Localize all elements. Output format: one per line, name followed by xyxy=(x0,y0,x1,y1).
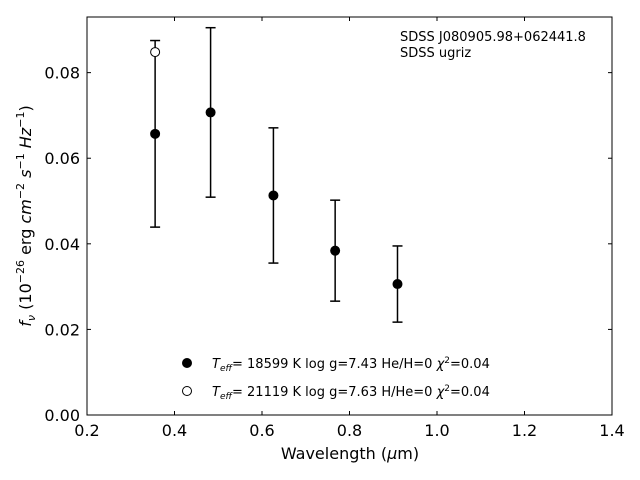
data-point-filled xyxy=(392,279,403,290)
legend-entry-2: Teff= 21119 K log g=7.63 H/He=0 χ2=0.04 xyxy=(212,384,490,402)
x-axis-label: Wavelength (μm) xyxy=(281,444,419,463)
y-axis-label: fν (10−26 erg cm−2 s−1 Hz−1) xyxy=(14,105,38,326)
y-tick-label: 0.02 xyxy=(44,320,80,339)
y-tick-label: 0.06 xyxy=(44,149,80,168)
data-point-open xyxy=(150,47,161,58)
x-tick-label: 0.6 xyxy=(249,421,274,440)
object-annotation: SDSS J080905.98+062441.8 xyxy=(400,30,586,45)
plot-area xyxy=(86,16,613,416)
data-marks xyxy=(150,26,403,323)
x-axis-ticks: 0.2 0.4 0.6 0.8 1.0 1.2 1.4 xyxy=(74,17,625,440)
x-tick-label: 1.2 xyxy=(512,421,537,440)
x-tick-label: 1.0 xyxy=(424,421,449,440)
legend-entry-1: Teff= 18599 K log g=7.43 He/H=0 χ2=0.04 xyxy=(212,356,490,374)
x-tick-label: 1.4 xyxy=(599,421,624,440)
x-tick-label: 0.4 xyxy=(162,421,187,440)
data-point-filled xyxy=(268,190,279,201)
legend-marker-open xyxy=(182,386,192,396)
y-axis-ticks: 0.00 0.02 0.04 0.06 0.08 xyxy=(44,64,612,425)
survey-annotation: SDSS ugriz xyxy=(400,46,471,61)
data-point-filled xyxy=(330,245,341,256)
y-tick-label: 0.00 xyxy=(44,406,80,425)
legend: Teff= 18599 K log g=7.43 He/H=0 χ2=0.04 … xyxy=(182,356,490,402)
data-point-filled xyxy=(205,107,216,118)
x-tick-label: 0.8 xyxy=(337,421,362,440)
y-tick-label: 0.08 xyxy=(44,64,80,83)
data-point-filled xyxy=(150,128,161,139)
y-tick-label: 0.04 xyxy=(44,235,80,254)
legend-marker-filled xyxy=(182,358,192,368)
x-tick-label: 0.2 xyxy=(74,421,99,440)
